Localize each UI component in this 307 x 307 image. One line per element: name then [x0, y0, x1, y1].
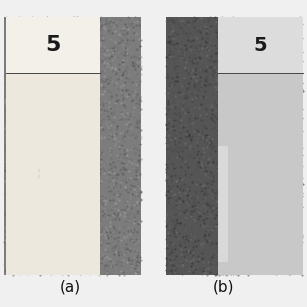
- Text: (a): (a): [59, 280, 80, 295]
- Text: f
f: f f: [38, 169, 40, 180]
- Bar: [166, 17, 303, 275]
- Bar: [6, 17, 100, 73]
- Bar: [218, 17, 303, 275]
- Bar: [218, 17, 303, 73]
- Text: 5: 5: [253, 36, 267, 55]
- Text: (b): (b): [213, 280, 234, 295]
- Bar: [6, 17, 100, 275]
- Bar: [218, 146, 228, 262]
- Bar: [4, 17, 141, 275]
- Text: 5: 5: [45, 35, 61, 55]
